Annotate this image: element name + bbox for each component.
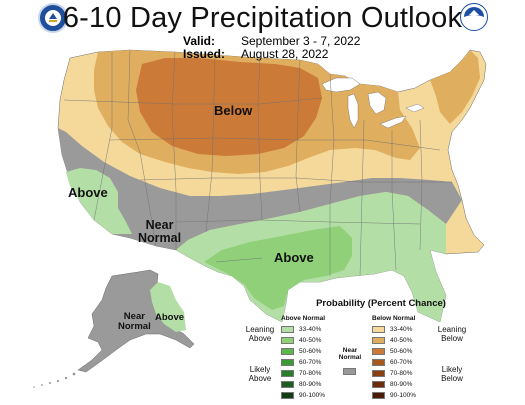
- legend-likely-above-line2: Above: [248, 373, 272, 383]
- legend-above-label: 50-60%: [299, 347, 322, 355]
- legend-above-label: 40-50%: [299, 336, 322, 344]
- legend-above-swatch: [281, 370, 294, 377]
- legend-below-label: 50-60%: [390, 347, 413, 355]
- noaa-logo-icon: [460, 3, 488, 31]
- legend-below-swatch: [372, 348, 385, 355]
- legend-below-swatch: [372, 381, 385, 388]
- legend: Probability (Percent Chance) Above Norma…: [243, 298, 519, 402]
- label-near-normal: Near Normal: [138, 218, 182, 246]
- legend-below-header: Below Normal: [372, 315, 416, 322]
- legend-below-label: 40-50%: [390, 336, 413, 344]
- region-below-40-50-ne: [430, 50, 480, 124]
- label-alaska-above: Above: [155, 312, 185, 323]
- legend-above-swatch: [281, 381, 294, 388]
- state-boundaries: [63, 49, 452, 277]
- legend-near-header: Near Normal: [337, 347, 363, 362]
- label-alaska-near-line1: Near: [123, 311, 145, 322]
- legend-leaning-above: Leaning Above: [243, 325, 277, 344]
- legend-above-swatch: [281, 337, 294, 344]
- legend-above-label: 70-80%: [299, 369, 322, 377]
- legend-below-swatch: [372, 337, 385, 344]
- lake-superior: [321, 77, 361, 93]
- region-below-50-60: [136, 58, 322, 156]
- legend-below-label: 90-100%: [390, 391, 417, 399]
- lake-huron: [367, 91, 387, 115]
- valid-value: September 3 - 7, 2022: [241, 34, 361, 48]
- legend-leaning-below-line1: Leaning: [437, 325, 467, 334]
- page-title: 6-10 Day Precipitation Outlook: [62, 2, 463, 34]
- legend-near-header-line2: Normal: [338, 354, 362, 362]
- label-alaska-near-normal: Near Normal: [118, 312, 151, 332]
- legend-above-swatch: [281, 392, 294, 399]
- legend-above-label: 33-40%: [299, 325, 322, 333]
- lake-erie: [379, 115, 407, 129]
- label-near-normal-line1: Near: [145, 218, 174, 232]
- alaska-above: [150, 282, 186, 332]
- legend-likely-above-line1: Likely: [249, 365, 271, 374]
- legend-above-swatch: [281, 348, 294, 355]
- legend-above-swatch: [281, 359, 294, 366]
- legend-leaning-above-line2: Above: [248, 333, 272, 343]
- legend-below-label: 70-80%: [390, 369, 413, 377]
- issued-date: Issued: August 28, 2022: [183, 47, 328, 61]
- label-near-normal-line2: Normal: [138, 231, 182, 246]
- region-above-west: [66, 168, 132, 234]
- legend-leaning-below-line2: Below: [441, 333, 463, 343]
- aleutian-islands: [33, 372, 76, 388]
- legend-above-swatch: [281, 326, 294, 333]
- legend-likely-below-line1: Likely: [441, 365, 463, 374]
- legend-above-label: 90-100%: [299, 391, 326, 399]
- legend-leaning-above-line1: Leaning: [245, 325, 275, 334]
- lake-ontario: [405, 103, 425, 113]
- legend-below-swatch: [372, 392, 385, 399]
- legend-below-label: 60-70%: [390, 358, 413, 366]
- valid-label: Valid:: [183, 34, 216, 48]
- legend-likely-below: Likely Below: [435, 365, 469, 384]
- issued-value: August 28, 2022: [241, 47, 329, 61]
- legend-likely-below-line2: Below: [441, 373, 463, 383]
- legend-above-header: Above Normal: [281, 315, 326, 322]
- legend-below-label: 80-90%: [390, 380, 413, 388]
- legend-near-header-line1: Near: [342, 347, 358, 354]
- doc-seal-icon: [38, 3, 68, 33]
- label-below: Below: [214, 103, 253, 118]
- label-above-west: Above: [68, 185, 108, 200]
- region-near-normal: [58, 128, 462, 250]
- legend-title: Probability (Percent Chance): [316, 298, 446, 309]
- legend-leaning-below: Leaning Below: [435, 325, 469, 344]
- legend-below-label: 33-40%: [390, 325, 413, 333]
- region-above-40-50: [204, 226, 352, 310]
- legend-near-normal-swatch: [343, 368, 356, 375]
- legend-above-label: 80-90%: [299, 380, 322, 388]
- legend-likely-above: Likely Above: [243, 365, 277, 384]
- legend-above-label: 60-70%: [299, 358, 322, 366]
- label-alaska-near-line2: Normal: [118, 320, 151, 332]
- legend-below-swatch: [372, 359, 385, 366]
- lake-michigan: [347, 93, 359, 129]
- valid-dates: Valid: September 3 - 7, 2022: [183, 34, 360, 48]
- legend-below-swatch: [372, 370, 385, 377]
- legend-below-swatch: [372, 326, 385, 333]
- issued-label: Issued:: [183, 47, 226, 61]
- label-above-south: Above: [274, 250, 314, 265]
